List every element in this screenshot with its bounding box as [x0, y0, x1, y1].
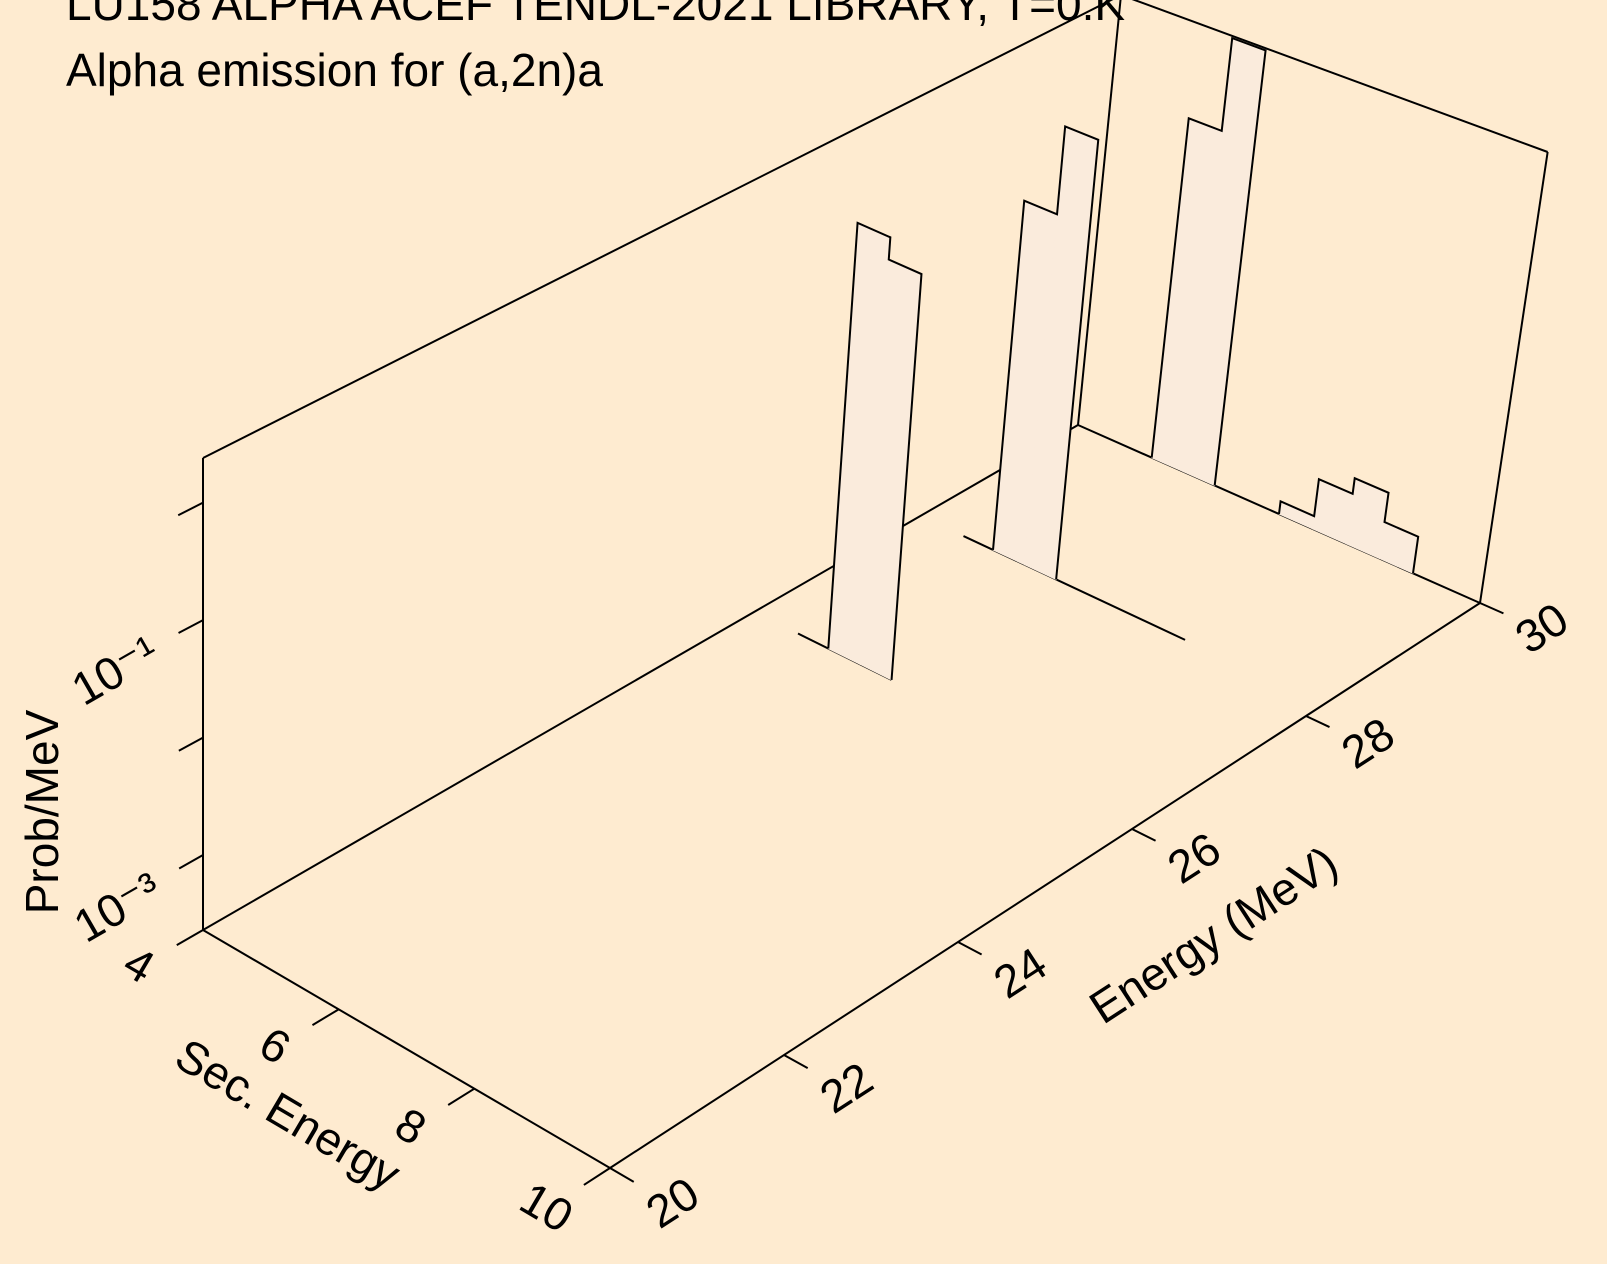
- x-tick: [176, 929, 204, 947]
- y-tick: [1479, 602, 1504, 615]
- wall-edge: [1131, 0, 1548, 153]
- floor-edge: [202, 424, 1079, 931]
- z-axis-title: Prob/MeV: [16, 709, 68, 914]
- ridge-outline: [1278, 476, 1420, 574]
- z-minor-tick: [177, 501, 204, 517]
- y-tick: [1131, 828, 1157, 842]
- wall-edge: [1479, 151, 1549, 604]
- y-tick: [609, 1167, 635, 1183]
- y-tick: [957, 941, 983, 956]
- wall-edge: [202, 0, 1114, 459]
- z-tick: [178, 854, 204, 870]
- chart-subtitle: Alpha emission for (a,2n)a: [66, 44, 603, 96]
- y-tick: [1305, 715, 1330, 728]
- x-tick: [311, 1008, 340, 1026]
- y-tick: [783, 1054, 809, 1070]
- floor-edge: [202, 929, 611, 1169]
- ridge-outline: [992, 125, 1100, 580]
- chart-title: LU158 ALPHA ACEF TENDL-2021 LIBRARY, T=0…: [66, 0, 1125, 30]
- ridge-outline: [827, 221, 923, 680]
- x-tick: [583, 1167, 611, 1186]
- z-tick: [178, 619, 204, 634]
- z-minor-tick: [178, 736, 204, 752]
- x-tick: [447, 1087, 475, 1106]
- ridge-outline: [1150, 36, 1267, 486]
- wall-edge: [1077, 0, 1122, 426]
- floor-edge: [609, 602, 1481, 1169]
